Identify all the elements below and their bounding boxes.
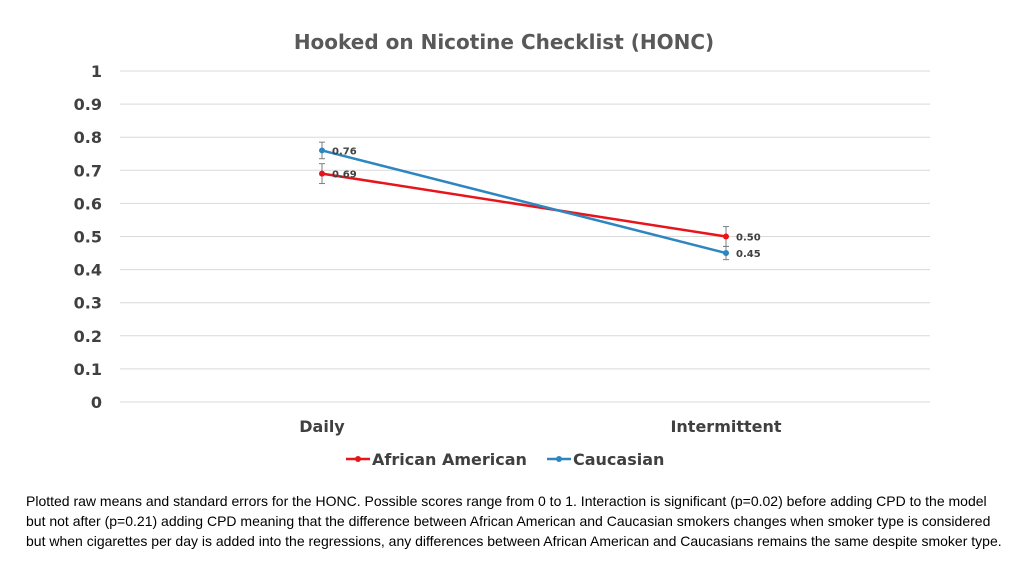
y-tick-label: 0.1	[74, 360, 102, 379]
series-line	[321, 149, 727, 255]
x-axis-ticks: Daily Intermittent	[299, 417, 782, 436]
data-point	[319, 170, 325, 177]
data-label: 0.50	[736, 233, 761, 244]
legend: African American Caucasian	[346, 450, 664, 469]
x-tick-label: Daily	[299, 417, 345, 436]
legend-item: Caucasian	[547, 450, 664, 469]
legend-item: African American	[346, 450, 527, 469]
gridlines	[120, 70, 930, 403]
data-point	[723, 250, 729, 257]
data-point	[723, 233, 729, 240]
y-tick-label: 0.6	[74, 194, 102, 213]
y-tick-label: 1	[91, 62, 102, 81]
y-tick-label: 0.5	[74, 228, 102, 247]
data-point	[319, 147, 325, 154]
legend-marker	[556, 456, 562, 462]
x-tick-label: Intermittent	[670, 417, 781, 436]
series-lines: 0.69 0.50 0.76 0.45	[319, 141, 761, 261]
chart-title: Hooked on Nicotine Checklist (HONC)	[294, 30, 714, 54]
figure-caption: Plotted raw means and standard errors fo…	[26, 493, 1002, 549]
legend-label: Caucasian	[573, 450, 664, 469]
y-tick-label: 0.2	[74, 327, 102, 346]
data-label: 0.69	[332, 170, 357, 181]
legend-marker	[355, 456, 361, 462]
series-african-american: 0.69 0.50	[319, 163, 761, 247]
line-chart: Hooked on Nicotine Checklist (HONC) 0 0.1…	[74, 30, 930, 469]
y-tick-label: 0.7	[74, 161, 102, 180]
y-tick-label: 0.9	[74, 95, 102, 114]
y-tick-label: 0.4	[74, 261, 102, 280]
y-tick-label: 0.8	[74, 128, 102, 147]
y-tick-label: 0.3	[74, 294, 102, 313]
data-label: 0.45	[736, 249, 761, 260]
y-tick-label: 0	[91, 393, 102, 412]
data-label: 0.76	[332, 146, 357, 157]
series-line	[321, 172, 727, 238]
y-axis-ticks: 0 0.1 0.2 0.3 0.4 0.5 0.6 0.7 0.8 0.9 1	[74, 62, 102, 412]
series-caucasian: 0.76 0.45	[319, 141, 761, 261]
legend-label: African American	[372, 450, 527, 469]
